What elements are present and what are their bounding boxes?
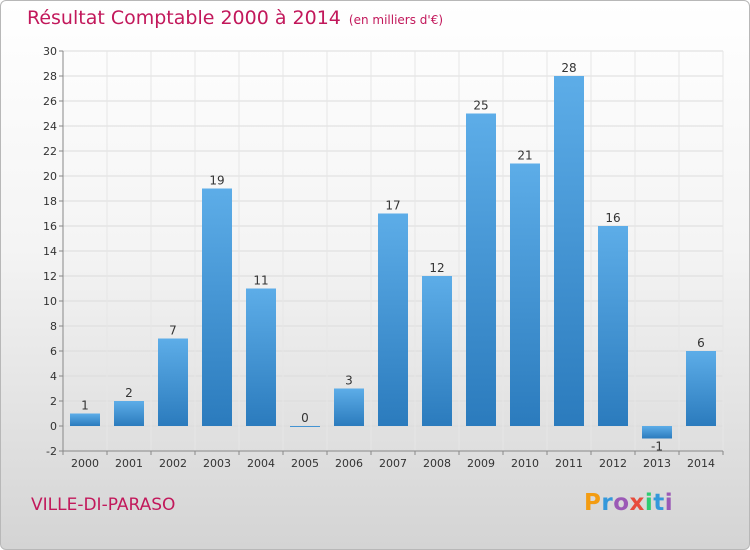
data-label: 19: [209, 174, 224, 188]
y-tick-label: 26: [43, 95, 57, 108]
bar-2006: [334, 388, 364, 426]
logo-letter: t: [653, 490, 665, 516]
chart-title-text: Résultat Comptable 2000 à 2014: [27, 7, 341, 29]
bar-2012: [598, 226, 628, 426]
x-tick-label: 2001: [115, 457, 143, 470]
logo-letter: P: [584, 490, 602, 516]
commune-name: VILLE-DI-PARASO: [31, 495, 176, 515]
y-tick-label: 24: [43, 120, 57, 133]
bar-2003: [202, 188, 232, 426]
data-label: 6: [697, 336, 705, 350]
y-tick-label: 6: [50, 345, 57, 358]
data-label: 2: [125, 386, 133, 400]
logo-letter: i: [644, 490, 654, 516]
x-tick-label: 2008: [423, 457, 451, 470]
x-tick-label: 2013: [643, 457, 671, 470]
logo-letter: x: [629, 490, 645, 516]
bar-2004: [246, 288, 276, 426]
data-label: 21: [517, 149, 532, 163]
data-label: 12: [429, 261, 444, 275]
x-tick-label: 2014: [687, 457, 715, 470]
data-label: 3: [345, 374, 353, 388]
bar-2013: [642, 426, 672, 439]
y-tick-label: 18: [43, 195, 57, 208]
data-label: 0: [301, 411, 309, 425]
data-label: 11: [253, 274, 268, 288]
data-label: 17: [385, 199, 400, 213]
x-tick-label: 2004: [247, 457, 275, 470]
logo-letter: r: [601, 490, 614, 516]
x-tick-label: 2000: [71, 457, 99, 470]
y-tick-label: 12: [43, 270, 57, 283]
bar-2014: [686, 351, 716, 426]
bar-2001: [114, 401, 144, 426]
x-tick-label: 2003: [203, 457, 231, 470]
bar-2002: [158, 338, 188, 426]
x-tick-label: 2009: [467, 457, 495, 470]
x-tick-label: 2012: [599, 457, 627, 470]
y-tick-label: 30: [43, 45, 57, 58]
x-tick-label: 2011: [555, 457, 583, 470]
logo-letter: o: [613, 490, 630, 516]
y-tick-label: 0: [50, 420, 57, 433]
bars: [70, 76, 716, 439]
proxiti-logo: Proxiti: [584, 490, 673, 516]
chart-unit: (en milliers d'€): [348, 13, 444, 27]
y-tick-label: 22: [43, 145, 57, 158]
data-label: 28: [561, 61, 576, 75]
x-tick-label: 2007: [379, 457, 407, 470]
logo-letter: i: [664, 490, 674, 516]
y-tick-label: 4: [50, 370, 57, 383]
bar-2007: [378, 213, 408, 426]
x-tick-label: 2010: [511, 457, 539, 470]
x-tick-label: 2002: [159, 457, 187, 470]
data-label: 16: [605, 211, 620, 225]
x-tick-label: 2005: [291, 457, 319, 470]
bar-2008: [422, 276, 452, 426]
y-tick-label: 2: [50, 395, 57, 408]
data-label: 7: [169, 324, 177, 338]
y-tick-label: 10: [43, 295, 57, 308]
data-label: 1: [81, 399, 89, 413]
chart-title: Résultat Comptable 2000 à 2014 (en millie…: [27, 7, 443, 29]
y-tick-label: 14: [43, 245, 57, 258]
y-tick-label: -2: [46, 445, 57, 458]
data-label: 25: [473, 99, 488, 113]
bar-2010: [510, 163, 540, 426]
bar-2000: [70, 413, 100, 426]
bar-2011: [554, 76, 584, 426]
x-tick-labels: 2000 2001 2002 2003 2004 2005 2006 2007 2008 2009…: [71, 457, 715, 470]
y-tick-label: 20: [43, 170, 57, 183]
bar-2005: [290, 426, 320, 427]
data-label: -1: [651, 440, 663, 454]
axes: [59, 50, 724, 455]
y-tick-label: 16: [43, 220, 57, 233]
bar-2009: [466, 113, 496, 426]
x-tick-label: 2006: [335, 457, 363, 470]
y-tick-label: 8: [50, 320, 57, 333]
y-tick-label: 28: [43, 70, 57, 83]
